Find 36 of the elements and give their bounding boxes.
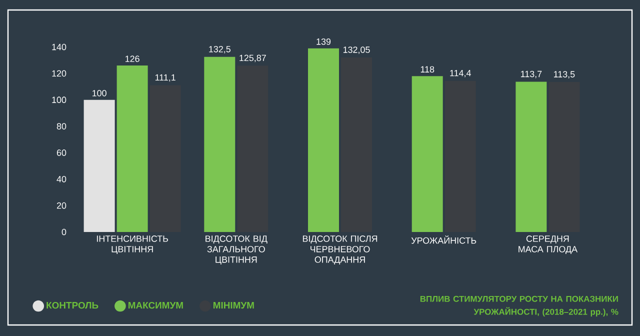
data-label: 139 [316, 38, 331, 45]
data-label: 126 [126, 56, 140, 62]
y-tick-label: 140 [52, 44, 66, 50]
y-tick-label: 0 [62, 228, 66, 236]
legend-label: МІНІМУМ [213, 302, 254, 309]
y-tick-label: 60 [56, 150, 66, 156]
legend-label: МАКСИМУМ [128, 302, 183, 309]
y-tick-label: 20 [56, 202, 66, 209]
y-tick-label: 40 [56, 176, 66, 182]
x-tick-label: ВІДСОТОК ПІСЛЯ ЧЕРВНЕВОГО ОПАДАННЯ [302, 236, 378, 264]
data-label: 113,7 [520, 70, 542, 78]
bar [237, 66, 268, 232]
bar [84, 100, 115, 232]
data-label: 118 [420, 66, 434, 73]
bar [548, 82, 580, 232]
x-tick-label: ВІДСОТОК ВІД ЗАГАЛЬНОГО ЦВІТІННЯ [206, 236, 268, 264]
legend-label: КОНТРОЛЬ [46, 302, 98, 309]
data-label: 113,5 [554, 71, 575, 78]
y-tick-label: 100 [52, 96, 66, 104]
bar [516, 82, 547, 232]
x-tick-label: УРОЖАЙНІСТЬ [411, 236, 476, 244]
data-label: 114,4 [450, 70, 471, 78]
bar [412, 76, 443, 232]
text: ВПЛИВ СТИМУЛЯТОРУ РОСТУ НА ПОКАЗНИКИ УРОЖАЙНОСТІ, (2018–2021 рр.), % [420, 296, 618, 316]
data-label: 125,87 [240, 54, 266, 62]
data-label: 111,1 [155, 74, 176, 82]
bar [444, 80, 476, 232]
bar [204, 56, 236, 232]
bar [308, 48, 339, 232]
x-tick-label: ІНТЕНСИВНІСТЬ ЦВІТІННЯ [96, 236, 168, 254]
y-tick-label: 120 [52, 70, 66, 77]
data-label: 132,5 [209, 46, 230, 54]
y-tick-label: 80 [56, 123, 66, 130]
x-tick-label: СЕРЕДНЯ МАСА ПЛОДА [518, 236, 578, 254]
data-label: 132,05 [343, 46, 370, 54]
data-label: 100 [92, 90, 106, 96]
